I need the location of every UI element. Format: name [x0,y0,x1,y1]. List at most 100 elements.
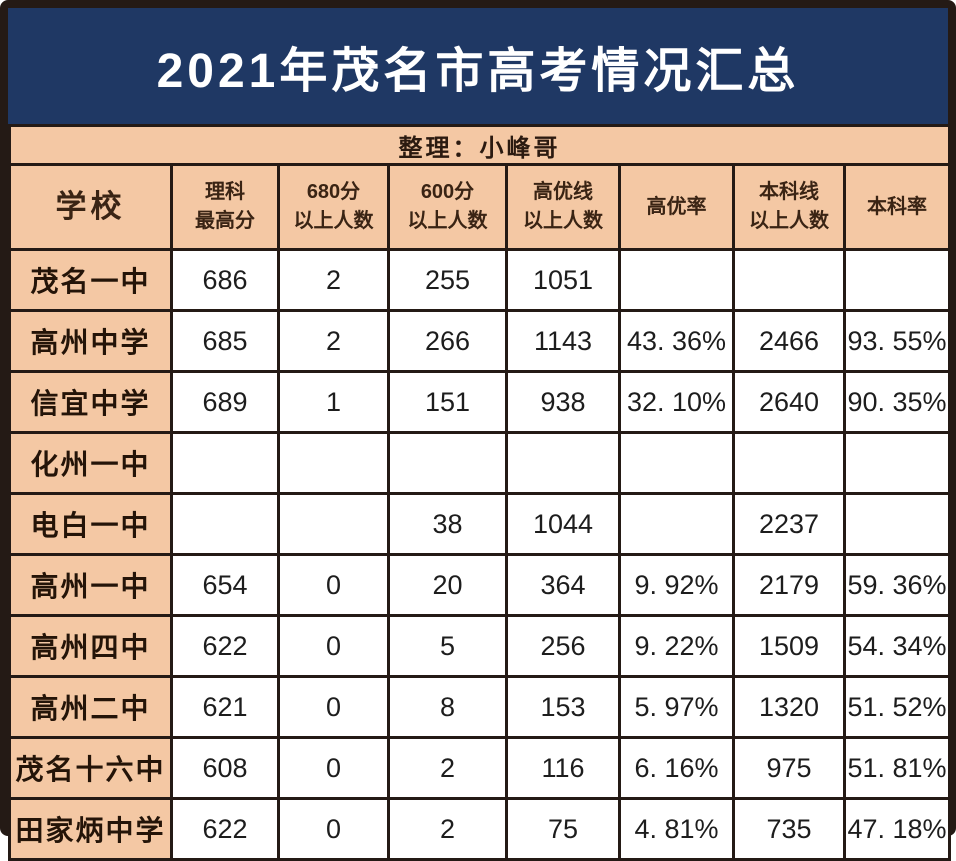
school-name-cell: 化州一中 [8,431,173,495]
school-name-cell: 茂名一中 [8,248,173,312]
data-cell [505,431,621,495]
data-cell: 0 [277,797,390,861]
data-cell [618,248,735,312]
data-cell [732,431,846,495]
data-cell: 621 [170,675,280,739]
table-row: 高州二中 621 0 8 153 5. 97% 1320 51. 52% [8,675,951,739]
data-cell: 2466 [732,309,846,373]
data-cell: 9. 92% [618,553,735,617]
school-name-cell: 高州一中 [8,553,173,617]
compiler-note: 整理：小峰哥 [8,124,951,166]
data-cell: 0 [277,736,390,800]
data-cell: 2237 [732,492,846,556]
data-cell: 2 [387,736,508,800]
data-cell: 93. 55% [843,309,951,373]
data-cell: 43. 36% [618,309,735,373]
data-cell: 2179 [732,553,846,617]
data-cell: 5 [387,614,508,678]
data-cell: 90. 35% [843,370,951,434]
data-cell: 685 [170,309,280,373]
data-cell: 6. 16% [618,736,735,800]
data-cell: 1 [277,370,390,434]
table-row: 化州一中 [8,431,951,495]
subtitle-row: 整理：小峰哥 [8,124,951,166]
data-cell [618,492,735,556]
data-cell [170,431,280,495]
data-cell [387,431,508,495]
data-cell [618,431,735,495]
school-name-cell: 高州四中 [8,614,173,678]
data-cell: 51. 52% [843,675,951,739]
data-cell: 608 [170,736,280,800]
data-cell: 1143 [505,309,621,373]
data-cell [843,248,951,312]
school-name-cell: 高州中学 [8,309,173,373]
data-cell: 256 [505,614,621,678]
school-name-cell: 高州二中 [8,675,173,739]
data-cell: 2 [277,309,390,373]
header-above-priority-line: 高优线 以上人数 [505,163,621,251]
report-title: 2021年茂名市高考情况汇总 [156,45,800,98]
header-science-top: 理科 最高分 [170,163,280,251]
school-name-cell: 田家炳中学 [8,797,173,861]
data-cell: 1509 [732,614,846,678]
table-row: 茂名一中 686 2 255 1051 [8,248,951,312]
data-cell: 938 [505,370,621,434]
data-cell: 38 [387,492,508,556]
header-priority-rate: 高优率 [618,163,735,251]
data-cell: 0 [277,553,390,617]
data-cell: 0 [277,675,390,739]
data-cell [732,248,846,312]
header-school: 学校 [8,163,173,251]
table-row: 田家炳中学 622 0 2 75 4. 81% 735 47. 18% [8,797,951,861]
data-cell: 686 [170,248,280,312]
data-cell: 8 [387,675,508,739]
table-header-row: 学校 理科 最高分 680分 以上人数 600分 以上人数 高优线 以上人数 高… [8,163,951,251]
data-cell: 1320 [732,675,846,739]
data-cell: 654 [170,553,280,617]
data-cell: 2640 [732,370,846,434]
data-cell: 622 [170,797,280,861]
data-cell [277,492,390,556]
data-cell: 75 [505,797,621,861]
data-cell: 2 [387,797,508,861]
data-cell: 266 [387,309,508,373]
data-cell: 20 [387,553,508,617]
data-cell: 975 [732,736,846,800]
header-above-undergrad-line: 本科线 以上人数 [732,163,846,251]
data-cell: 47. 18% [843,797,951,861]
table-row: 高州四中 622 0 5 256 9. 22% 1509 54. 34% [8,614,951,678]
header-undergrad-rate: 本科率 [843,163,951,251]
school-name-cell: 茂名十六中 [8,736,173,800]
data-cell [843,431,951,495]
data-cell: 1044 [505,492,621,556]
data-cell: 2 [277,248,390,312]
data-cell: 689 [170,370,280,434]
data-cell: 255 [387,248,508,312]
table-row: 电白一中 38 1044 2237 [8,492,951,556]
data-cell: 59. 36% [843,553,951,617]
title-banner: 2021年茂名市高考情况汇总 [8,8,948,124]
data-cell: 51. 81% [843,736,951,800]
data-cell [843,492,951,556]
data-cell: 622 [170,614,280,678]
data-cell: 0 [277,614,390,678]
data-cell: 32. 10% [618,370,735,434]
data-cell: 153 [505,675,621,739]
school-name-cell: 电白一中 [8,492,173,556]
data-cell: 364 [505,553,621,617]
gaokao-summary-table: 整理：小峰哥 学校 理科 最高分 680分 以上人数 600分 以上人数 高优线… [8,124,951,861]
data-cell: 5. 97% [618,675,735,739]
table-row: 高州一中 654 0 20 364 9. 92% 2179 59. 36% [8,553,951,617]
data-cell: 4. 81% [618,797,735,861]
header-above-680: 680分 以上人数 [277,163,390,251]
data-cell: 1051 [505,248,621,312]
table-row: 茂名十六中 608 0 2 116 6. 16% 975 51. 81% [8,736,951,800]
data-cell: 116 [505,736,621,800]
header-above-600: 600分 以上人数 [387,163,508,251]
data-cell: 9. 22% [618,614,735,678]
data-cell [170,492,280,556]
table-row: 高州中学 685 2 266 1143 43. 36% 2466 93. 55% [8,309,951,373]
data-cell: 735 [732,797,846,861]
